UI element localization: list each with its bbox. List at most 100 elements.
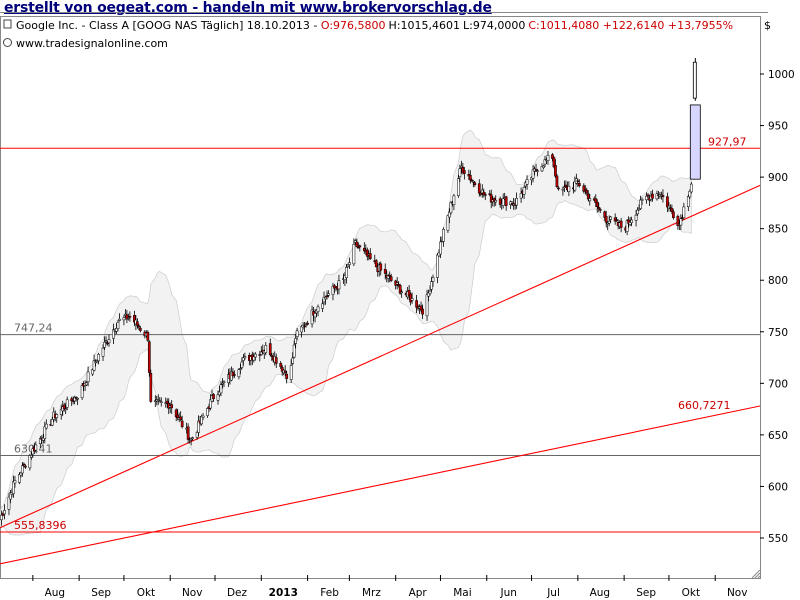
candle <box>295 330 299 337</box>
candle <box>515 198 518 206</box>
candle <box>337 280 341 290</box>
candle <box>554 165 557 177</box>
candle <box>170 404 174 409</box>
candle <box>588 198 592 202</box>
candle <box>430 281 433 290</box>
candle <box>546 155 550 161</box>
candle <box>327 293 330 296</box>
candle <box>383 268 387 274</box>
y-tick-label: 800 <box>768 275 788 287</box>
candle <box>283 370 287 374</box>
candle <box>292 344 296 358</box>
candle <box>442 229 445 242</box>
candle <box>636 209 639 215</box>
candle <box>21 465 24 474</box>
trendline-label: 660,7271 <box>678 399 731 412</box>
candle <box>666 196 669 208</box>
candle <box>542 165 545 168</box>
candle <box>200 416 203 425</box>
candle <box>585 190 589 194</box>
candle <box>195 432 199 438</box>
x-tick-label: Jun <box>500 587 517 599</box>
candle <box>356 246 360 249</box>
candle <box>395 282 399 285</box>
candle <box>201 415 205 418</box>
candle <box>458 168 462 178</box>
candle <box>221 382 224 385</box>
candle <box>686 196 690 207</box>
candle <box>306 322 309 325</box>
candle <box>209 399 212 409</box>
candle <box>672 211 675 219</box>
candle <box>139 327 142 331</box>
x-tick-label: Aug <box>45 587 66 599</box>
candle <box>365 249 369 257</box>
candle <box>240 361 244 368</box>
candle <box>55 414 59 418</box>
candle <box>191 437 194 439</box>
candle <box>313 313 317 318</box>
candle <box>189 438 193 441</box>
y-tick-label: 1000 <box>768 69 795 81</box>
candle <box>646 194 650 197</box>
candle <box>415 300 418 308</box>
candle <box>252 356 256 361</box>
candle <box>274 357 278 364</box>
candle <box>253 353 257 358</box>
candle <box>555 175 559 187</box>
candle <box>368 253 372 259</box>
candle <box>679 218 683 226</box>
y-tick-label: 750 <box>768 327 788 339</box>
candle <box>564 184 568 187</box>
x-tick-label: Dez <box>227 587 248 599</box>
candle <box>104 340 108 342</box>
candle <box>239 368 242 370</box>
candle <box>19 472 23 476</box>
candle <box>607 220 611 224</box>
candle <box>604 216 608 223</box>
x-tick-label: Nov <box>727 587 748 599</box>
candle <box>321 303 324 309</box>
candle <box>116 322 120 329</box>
candle <box>97 354 100 362</box>
candle <box>410 298 414 301</box>
candle <box>634 214 638 221</box>
candle <box>477 183 481 194</box>
candle <box>577 183 581 186</box>
header-close: C:1011,4080 +122,6140 +13,7955% <box>528 19 733 32</box>
candle <box>50 419 54 426</box>
candle <box>379 263 383 271</box>
candle <box>473 182 477 185</box>
candle <box>428 290 432 294</box>
candle <box>103 342 106 348</box>
candle <box>122 317 126 321</box>
candle <box>598 208 602 211</box>
candle <box>573 181 577 191</box>
candle <box>268 343 272 355</box>
candle <box>400 291 404 293</box>
candle <box>374 260 378 268</box>
x-tick-label: Apr <box>409 587 428 599</box>
candle <box>483 193 487 196</box>
candle <box>285 373 289 379</box>
candle <box>64 408 68 410</box>
x-tick-label: Okt <box>137 587 155 599</box>
candle <box>28 455 32 469</box>
candle <box>3 510 6 515</box>
candle <box>212 394 215 399</box>
candle <box>85 382 88 386</box>
candle <box>136 321 139 326</box>
candle <box>76 397 79 400</box>
candle <box>609 216 613 220</box>
header-high: H:1015,4601 <box>389 19 460 32</box>
candle <box>62 404 66 410</box>
candle <box>688 190 692 198</box>
candle <box>316 306 320 312</box>
candle <box>197 420 200 433</box>
candle <box>439 241 442 255</box>
candle <box>222 381 226 383</box>
candle <box>468 174 472 181</box>
candle <box>91 369 94 375</box>
level-label: 555,8396 <box>14 519 67 532</box>
candle <box>630 219 633 224</box>
